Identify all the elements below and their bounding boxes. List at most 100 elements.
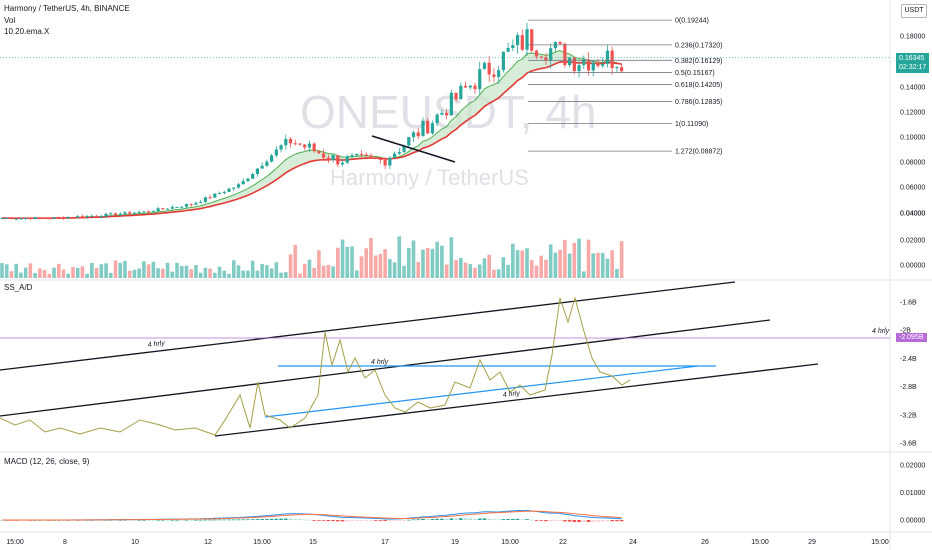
macd-hist-52 bbox=[246, 519, 250, 521]
macd-hist-98 bbox=[463, 518, 468, 520]
candle-body-82 bbox=[388, 157, 392, 166]
vol-tick-1: 0.02000 bbox=[900, 238, 925, 245]
macd-pane[interactable] bbox=[0, 509, 624, 523]
ad-tick-1: -2B bbox=[900, 328, 911, 335]
candle-body-86 bbox=[407, 137, 411, 146]
macd-hist-116 bbox=[548, 520, 553, 522]
volume-bar-120 bbox=[567, 253, 572, 278]
macd-hist-108 bbox=[511, 518, 515, 520]
macd-hist-120 bbox=[567, 520, 572, 522]
macd-hist-103 bbox=[487, 518, 491, 520]
volume-bar-104 bbox=[492, 269, 496, 278]
macd-hist-77 bbox=[364, 520, 369, 521]
volume-bar-84 bbox=[397, 236, 402, 278]
ad-tick-2: -2.4B bbox=[900, 356, 917, 363]
candle-body-102 bbox=[482, 62, 487, 70]
macd-hist-64 bbox=[302, 519, 307, 521]
volume-bar-122 bbox=[577, 238, 581, 278]
volume-bar-37 bbox=[175, 262, 179, 278]
time-tick-7: 19 bbox=[451, 539, 459, 546]
ema-slow-line bbox=[1, 60, 622, 220]
candle-body-18 bbox=[85, 215, 89, 218]
candle-body-75 bbox=[355, 153, 359, 156]
time-axis[interactable]: 15:00 8 10 12 15:00 15 17 19 15:00 22 24 26 15:00 29 1… bbox=[6, 539, 889, 546]
candle-body-80 bbox=[378, 158, 382, 160]
macd-hist-89 bbox=[421, 518, 425, 520]
volume-bar-127 bbox=[600, 252, 605, 278]
candle-body-115 bbox=[544, 57, 548, 61]
macd-hist-36 bbox=[170, 519, 175, 521]
macd-hist-45 bbox=[213, 519, 217, 521]
fibonacci-levels[interactable]: 0(0.19244) 0.236(0.17320) 0.382(0.16129) 0.… bbox=[0, 18, 890, 156]
macd-tick-2: 0.00000 bbox=[900, 518, 925, 525]
candlesticks[interactable] bbox=[0, 22, 624, 221]
candle-body-39 bbox=[184, 204, 189, 207]
macd-hist-99 bbox=[468, 518, 473, 520]
candle-body-123 bbox=[582, 59, 586, 66]
ema-label[interactable]: 10.20.ema.X bbox=[4, 27, 50, 36]
volume-bar-41 bbox=[194, 265, 198, 278]
macd-hist-100 bbox=[473, 518, 477, 520]
candle-body-0 bbox=[0, 218, 4, 220]
candle-body-84 bbox=[397, 151, 401, 154]
ad-annotation-0: 4 hrly bbox=[147, 340, 165, 349]
candle-body-23 bbox=[109, 213, 113, 215]
ad-pane[interactable]: 4 hrly 4 hrly 4 hrly 4 hrly bbox=[0, 281, 890, 437]
volume-bar-49 bbox=[231, 260, 236, 278]
volume-bar-108 bbox=[511, 243, 515, 278]
volume-bar-121 bbox=[572, 242, 577, 278]
candle-body-99 bbox=[468, 85, 472, 88]
currency-button[interactable]: USDT bbox=[901, 4, 927, 18]
macd-tick-0: 0.02000 bbox=[900, 463, 925, 470]
candle-body-32 bbox=[151, 211, 155, 213]
vol-label[interactable]: Vol bbox=[4, 16, 16, 25]
candle-body-63 bbox=[298, 143, 302, 145]
macd-hist-82 bbox=[388, 520, 392, 521]
price-tick-0: 0.18000 bbox=[900, 34, 925, 41]
macd-hist-94 bbox=[444, 518, 449, 520]
volume-bar-93 bbox=[440, 245, 444, 278]
volume-bar-71 bbox=[336, 247, 340, 278]
macd-hist-96 bbox=[454, 518, 458, 520]
macd-hist-39 bbox=[184, 519, 189, 521]
macd-hist-122 bbox=[577, 520, 581, 523]
macd-label[interactable]: MACD (12, 26, close, 9) bbox=[4, 457, 90, 466]
time-tick-4: 15:00 bbox=[253, 539, 271, 546]
candle-body-50 bbox=[236, 184, 241, 188]
macd-hist-88 bbox=[416, 519, 421, 521]
volume-bar-74 bbox=[350, 246, 354, 278]
macd-hist-87 bbox=[411, 519, 416, 521]
price-axis[interactable]: 0.180000.160000.140000.120000.100000.080… bbox=[900, 34, 925, 525]
candle-body-97 bbox=[459, 85, 463, 100]
macd-hist-62 bbox=[293, 518, 298, 520]
candle-body-93 bbox=[440, 112, 444, 115]
candle-body-91 bbox=[430, 123, 435, 134]
volume-bar-42 bbox=[198, 272, 203, 278]
candle-body-25 bbox=[118, 213, 122, 215]
time-tick-1: 8 bbox=[63, 539, 67, 546]
volume-bar-118 bbox=[558, 249, 562, 278]
macd-hist-110 bbox=[520, 519, 525, 521]
candle-body-31 bbox=[147, 211, 151, 213]
candle-body-35 bbox=[165, 208, 170, 210]
macd-hist-106 bbox=[501, 519, 506, 520]
candle-body-42 bbox=[199, 201, 203, 204]
ad-label[interactable]: SS_A/D bbox=[4, 283, 33, 292]
candle-body-83 bbox=[392, 153, 397, 158]
ad-tick-5: -3.6B bbox=[900, 441, 917, 448]
candle-body-119 bbox=[563, 43, 567, 66]
macd-hist-112 bbox=[529, 519, 534, 521]
macd-hist-41 bbox=[194, 519, 198, 521]
candle-body-69 bbox=[326, 157, 330, 161]
candle-body-16 bbox=[76, 216, 80, 218]
candle-body-106 bbox=[501, 51, 505, 71]
signal-line bbox=[1, 510, 622, 521]
volume-bar-59 bbox=[279, 272, 283, 278]
candle-body-40 bbox=[189, 204, 193, 206]
candle-body-24 bbox=[113, 213, 118, 215]
watermark-name: Harmony / TetherUS bbox=[330, 165, 529, 190]
volume-bar-64 bbox=[302, 263, 307, 278]
macd-hist-97 bbox=[459, 518, 463, 520]
ad-tick-3: -2.8B bbox=[900, 384, 917, 391]
